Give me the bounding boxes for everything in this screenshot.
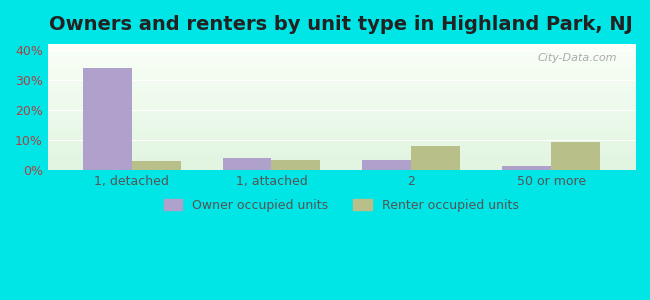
Bar xyxy=(222,158,272,170)
Bar xyxy=(551,142,600,170)
Title: Owners and renters by unit type in Highland Park, NJ: Owners and renters by unit type in Highl… xyxy=(49,15,633,34)
Text: City-Data.com: City-Data.com xyxy=(538,53,617,63)
Bar xyxy=(362,160,411,170)
Bar xyxy=(411,146,460,170)
Bar xyxy=(83,68,132,170)
Bar xyxy=(502,166,551,170)
Legend: Owner occupied units, Renter occupied units: Owner occupied units, Renter occupied un… xyxy=(159,194,524,217)
Bar xyxy=(272,160,320,170)
Bar xyxy=(132,161,181,170)
